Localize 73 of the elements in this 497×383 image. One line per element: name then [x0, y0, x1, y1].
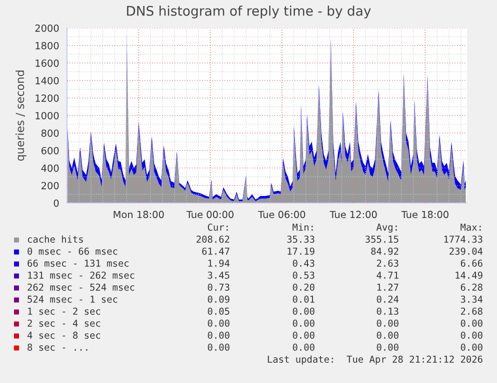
- text: 0.00: [292, 320, 314, 327]
- legend-label: 0 msec - 66 msec: [28, 248, 118, 255]
- text: 61.47: [202, 248, 230, 255]
- text: 6.66: [460, 260, 482, 267]
- text: Min:: [292, 223, 313, 231]
- text: 0.00: [292, 344, 314, 351]
- text: 0.00: [208, 332, 230, 339]
- text: 0.00: [376, 332, 398, 339]
- text: 0.05: [208, 308, 230, 315]
- text: 0.00: [460, 344, 482, 351]
- text: 0.43: [292, 260, 314, 267]
- text: 0.09: [208, 296, 230, 303]
- text: 0.00: [292, 332, 314, 339]
- text: 355.15: [366, 236, 398, 243]
- y-tick-label: 2000: [35, 24, 59, 32]
- y-tick-label: 1200: [36, 94, 59, 102]
- text: 0.00: [208, 320, 230, 327]
- y-tick-label: 0: [54, 199, 59, 207]
- y-tick-label: 600: [41, 146, 59, 154]
- text: 0.00: [208, 344, 230, 351]
- legend-label: 8 sec - ...: [28, 344, 88, 351]
- legend-label: 1 sec - 2 sec: [28, 308, 100, 315]
- x-tick-label: Tue 06:00: [258, 210, 306, 218]
- text: 0.01: [292, 296, 314, 303]
- text: 17.19: [288, 248, 314, 255]
- x-tick-label: Mon 18:00: [114, 210, 164, 218]
- text: 1774.33: [444, 236, 482, 243]
- text: 1.94: [208, 260, 230, 267]
- text: 0.13: [376, 308, 398, 315]
- text: Cur:: [208, 224, 228, 231]
- text: 208.62: [196, 236, 230, 243]
- text: 2.63: [376, 260, 398, 267]
- legend-label: 4 sec - 8 sec: [27, 332, 100, 339]
- x-tick-label: Tue 00:00: [186, 210, 234, 218]
- y-tick-label: 1400: [36, 76, 59, 84]
- text: Last update: Tue Apr 28 21:21:12 2026: [268, 355, 482, 365]
- y-tick-label: 400: [41, 164, 59, 172]
- y-tick-label: 200: [42, 182, 59, 190]
- legend-label: 2 sec - 4 sec: [28, 320, 100, 327]
- text: 3.45: [208, 272, 230, 279]
- text: 0.24: [376, 296, 399, 303]
- text: 0.53: [292, 272, 314, 279]
- text: 3.34: [460, 296, 483, 303]
- text: 0.00: [292, 308, 314, 315]
- text: 0.73: [208, 284, 230, 291]
- legend-label: 66 msec - 131 msec: [28, 260, 129, 267]
- text: 0.00: [460, 332, 482, 339]
- x-tick-label: Tue 12:00: [330, 210, 377, 218]
- text: 35.33: [287, 236, 314, 243]
- chart-title: DNS histogram of reply time - by day: [127, 6, 371, 18]
- text: 2.68: [460, 308, 482, 315]
- text: 0.00: [460, 320, 482, 327]
- text: 0.00: [376, 320, 398, 327]
- text: 14.49: [456, 272, 482, 279]
- legend-label: 131 msec - 262 msec: [28, 272, 134, 279]
- legend-label: cache hits: [28, 235, 83, 243]
- text: 6.28: [460, 284, 482, 291]
- text: 0.00: [376, 344, 398, 351]
- legend-label: 524 msec - 1 sec: [28, 296, 118, 303]
- text: Avg:: [376, 224, 397, 233]
- text: 239.04: [450, 248, 483, 255]
- text: 1.27: [377, 284, 398, 291]
- y-axis-title: queries / second: [16, 70, 26, 161]
- x-tick-label: Tue 18:00: [401, 210, 448, 218]
- legend-label: 262 msec - 524 msec: [28, 284, 134, 291]
- y-tick-label: 1600: [36, 59, 59, 67]
- y-tick-label: 1800: [36, 42, 59, 50]
- y-tick-label: 1000: [36, 112, 59, 120]
- y-tick-label: 800: [41, 129, 59, 137]
- text: 0.20: [292, 284, 314, 291]
- text: 84.92: [371, 248, 398, 255]
- text: Max:: [460, 224, 481, 231]
- text: 4.71: [376, 272, 398, 279]
